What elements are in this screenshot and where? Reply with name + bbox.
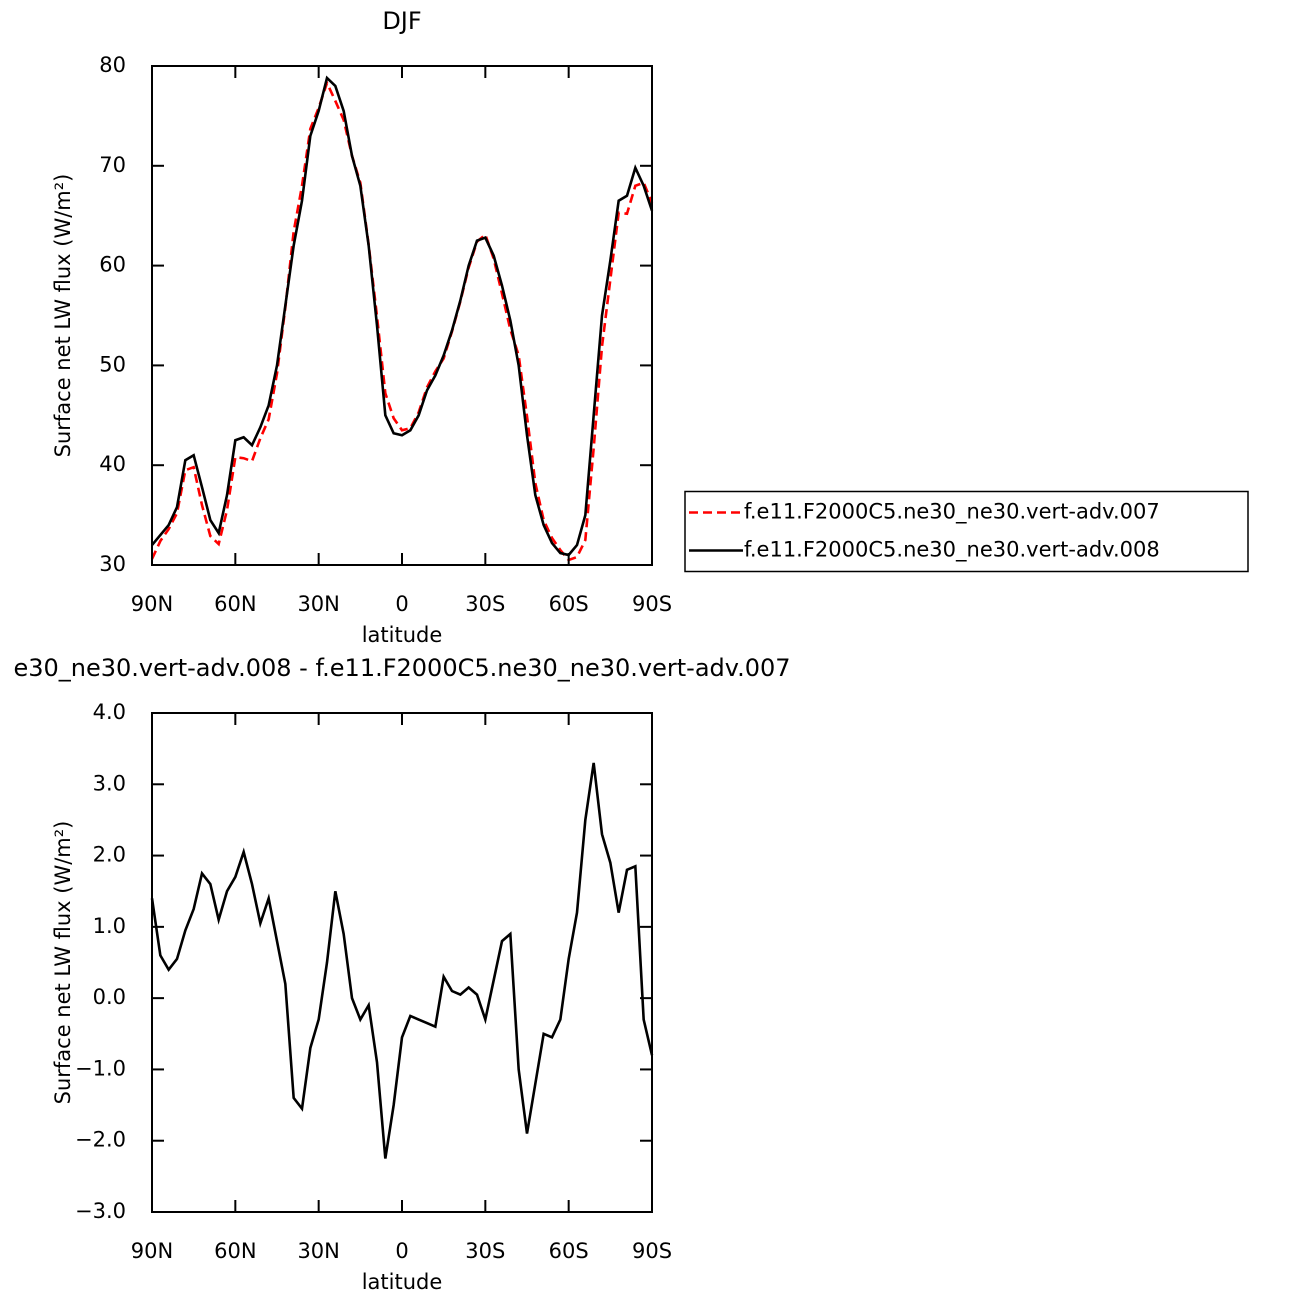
legend-label: f.e11.F2000C5.ne30_ne30.vert-adv.007 — [744, 500, 1160, 525]
x-tick-label: 30N — [297, 1239, 339, 1263]
data-line — [151, 75, 654, 557]
x-tick-label: 0 — [395, 592, 408, 616]
y-tick-label: 60 — [99, 253, 126, 277]
x-axis-label: latitude — [362, 623, 443, 647]
y-tick-label: 40 — [99, 452, 126, 476]
y-axis-label: Surface net LW flux (W/m²) — [51, 174, 75, 458]
x-tick-label: 90N — [131, 592, 173, 616]
y-tick-label: 50 — [99, 352, 126, 376]
y-tick-label: 2.0 — [93, 843, 126, 867]
legend-label: f.e11.F2000C5.ne30_ne30.vert-adv.008 — [744, 538, 1160, 563]
x-axis-label: latitude — [362, 1270, 443, 1294]
x-tick-label: 60N — [214, 1239, 256, 1263]
y-axis-label: Surface net LW flux (W/m²) — [51, 821, 75, 1105]
data-line — [150, 762, 654, 1159]
y-tick-label: −2.0 — [75, 1128, 126, 1152]
y-tick-label: 70 — [99, 153, 126, 177]
y-tick-label: 80 — [99, 53, 126, 77]
y-tick-label: 0.0 — [93, 985, 126, 1009]
legend-box — [684, 490, 1249, 573]
x-tick-label: 30N — [297, 592, 339, 616]
y-tick-label: −3.0 — [75, 1199, 126, 1223]
chart-title: DJF — [382, 7, 421, 35]
y-tick-label: 1.0 — [93, 914, 126, 938]
x-tick-label: 30S — [465, 592, 505, 616]
plot-frame — [151, 712, 653, 1213]
y-tick-label: 30 — [99, 552, 126, 576]
chart-title: e30_ne30.vert-adv.008 - f.e11.F2000C5.ne… — [13, 654, 790, 682]
x-tick-label: 0 — [395, 1239, 408, 1263]
x-tick-label: 60S — [549, 1239, 589, 1263]
x-tick-label: 90S — [632, 592, 672, 616]
y-tick-label: 3.0 — [93, 771, 126, 795]
x-tick-label: 90S — [632, 1239, 672, 1263]
x-tick-label: 60N — [214, 592, 256, 616]
y-tick-label: −1.0 — [75, 1056, 126, 1080]
x-tick-label: 30S — [465, 1239, 505, 1263]
x-tick-label: 60S — [549, 592, 589, 616]
y-tick-label: 4.0 — [93, 700, 126, 724]
x-tick-label: 90N — [131, 1239, 173, 1263]
